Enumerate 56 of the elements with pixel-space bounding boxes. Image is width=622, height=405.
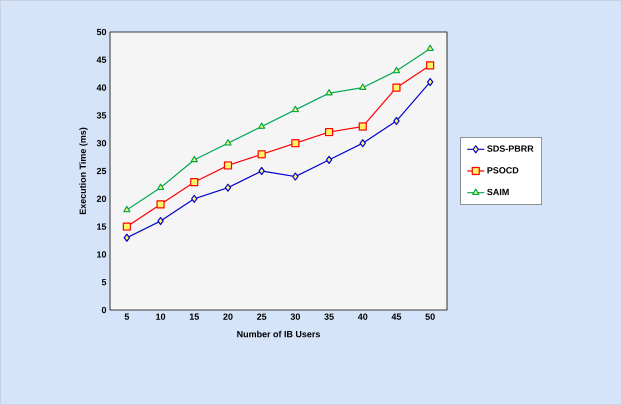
point [258, 166, 265, 176]
x-tick-label: 20 [223, 314, 233, 320]
legend-label: PSOCD [487, 167, 518, 174]
x-tick-label: 25 [256, 314, 266, 320]
point [359, 84, 366, 90]
y-tick-label: 15 [97, 223, 106, 230]
x-axis-title: Number of IB Users [237, 330, 320, 338]
point [326, 156, 332, 164]
y-tick-label: 30 [96, 140, 106, 146]
x-tick-label: 40 [358, 314, 368, 320]
point [156, 200, 165, 208]
y-tick-label: 25 [96, 168, 106, 174]
point [224, 161, 232, 170]
point [291, 139, 300, 148]
point [258, 122, 266, 129]
y-tick-label: 0 [102, 306, 106, 314]
point [258, 150, 266, 158]
point [393, 116, 400, 126]
point [124, 234, 130, 242]
point [190, 156, 198, 162]
point [392, 66, 400, 74]
y-tick-label: 40 [96, 84, 106, 91]
point [426, 78, 434, 86]
point [392, 84, 401, 92]
x-tick-label: 10 [156, 314, 166, 320]
point [224, 139, 232, 146]
y-tick-label: 50 [96, 28, 106, 36]
point [156, 184, 164, 190]
x-tick-label: 35 [324, 314, 334, 320]
point [190, 178, 198, 186]
x-tick-label: 50 [425, 314, 435, 320]
legend-label: SDS-PBRR [487, 145, 534, 152]
point [358, 122, 367, 131]
y-tick-label: 20 [96, 196, 106, 202]
point [123, 206, 130, 212]
point [122, 222, 131, 231]
y-tick-label: 45 [96, 56, 106, 63]
point [426, 61, 434, 70]
y-tick-label: 5 [102, 279, 106, 286]
y-tick-label: 35 [96, 112, 106, 119]
y-tick-label: 10 [97, 251, 106, 258]
point [191, 194, 198, 203]
point [325, 89, 333, 96]
point [224, 184, 232, 192]
point [292, 106, 299, 112]
x-tick-label: 30 [290, 314, 300, 320]
y-axis-title: Execution Time (ms) [79, 128, 88, 214]
point [157, 216, 164, 226]
x-tick-label: 45 [392, 314, 402, 320]
x-tick-label: 15 [190, 314, 199, 320]
point [426, 44, 434, 52]
point [360, 139, 366, 148]
legend-label: SAIM [487, 188, 509, 196]
x-tick-label: 5 [124, 314, 130, 320]
point [292, 172, 299, 181]
point [324, 128, 334, 136]
